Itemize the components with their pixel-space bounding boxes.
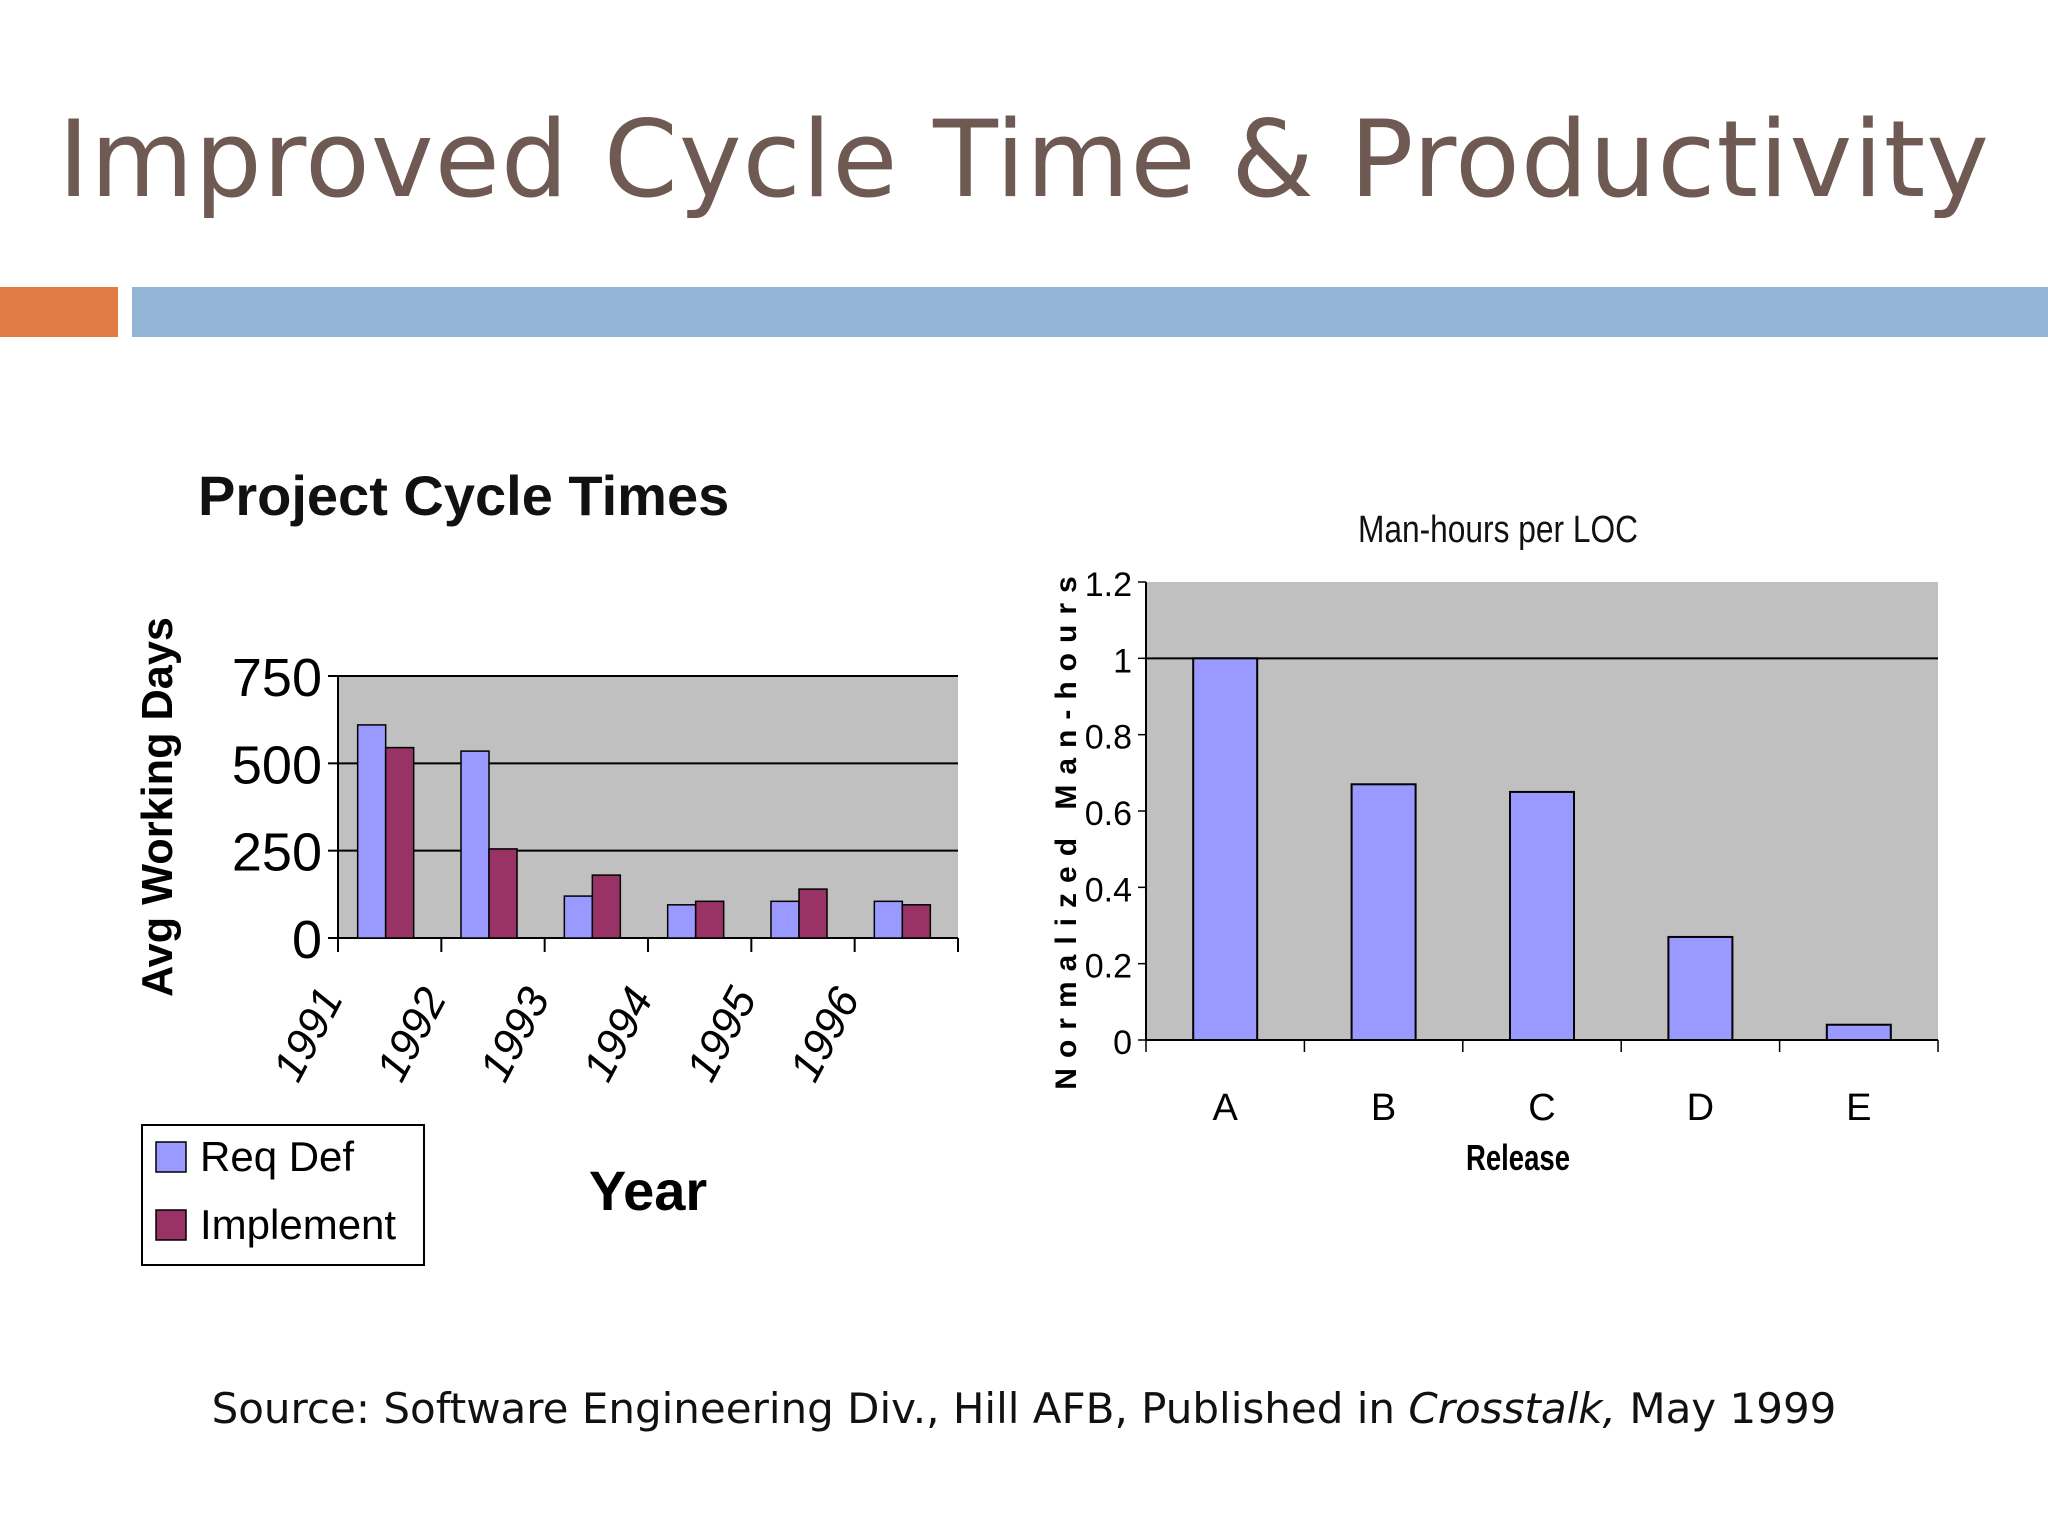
x-tick-label-C: C <box>1528 1087 1555 1129</box>
bar-implement-1992 <box>488 848 518 939</box>
legend-swatch-req-def <box>155 1141 187 1173</box>
y-tick-label-0.6: 0.6 <box>1085 795 1132 833</box>
legend-box <box>141 1124 425 1266</box>
bar-release-D <box>1667 935 1734 1042</box>
y-tick-label-750: 750 <box>232 648 322 708</box>
bar-req-def-1992 <box>460 750 490 939</box>
man-hours-per-loc-chart: Man-hours per LOC 0 0.2 0.4 0.6 0.8 1 1.2 A B C D E N… <box>1050 509 1939 1178</box>
legend-label-implement: Implement <box>200 1201 396 1248</box>
source-publication: Crosstalk, <box>1408 1384 1616 1433</box>
chart-title: Project Cycle Times <box>198 464 729 527</box>
y-tick-label-0.8: 0.8 <box>1085 719 1132 757</box>
x-tick-label-1994: 1994 <box>574 980 663 1089</box>
y-tick-label-1: 1 <box>1113 642 1132 680</box>
slide-title: Improved Cycle Time & Productivity <box>57 98 1991 221</box>
bar-req-def-1996 <box>873 900 904 939</box>
bar-implement-1991 <box>384 746 415 939</box>
x-axis-label: Release <box>1466 1137 1570 1178</box>
y-tick-label-0: 0 <box>1113 1024 1132 1062</box>
y-tick-label-500: 500 <box>232 735 322 795</box>
y-tick-label-0.4: 0.4 <box>1085 871 1132 909</box>
x-tick-label-B: B <box>1371 1087 1396 1129</box>
bar-implement-1993 <box>591 874 622 939</box>
accent-bar-blue <box>132 287 2048 337</box>
bar-release-B <box>1350 783 1417 1041</box>
x-tick-label-A: A <box>1213 1087 1239 1129</box>
bar-req-def-1993 <box>563 895 594 939</box>
bar-release-A <box>1192 657 1259 1041</box>
source-prefix: Source: Software Engineering Div., Hill … <box>211 1384 1409 1433</box>
y-tick-label-0: 0 <box>292 910 322 970</box>
x-tick-label-1992: 1992 <box>367 980 456 1089</box>
legend-swatch-implement <box>155 1209 187 1241</box>
bar-req-def-1994 <box>666 904 697 939</box>
bar-implement-1994 <box>694 900 725 939</box>
y-tick-label-1.2: 1.2 <box>1085 566 1132 604</box>
x-tick-label-E: E <box>1846 1087 1871 1129</box>
chart-title: Man-hours per LOC <box>1358 509 1638 551</box>
bar-req-def-1995 <box>770 900 800 939</box>
y-tick-label-250: 250 <box>232 823 322 883</box>
y-tick-label-0.2: 0.2 <box>1085 948 1132 986</box>
legend: Req Def Implement <box>141 1124 425 1266</box>
x-tick-label-1996: 1996 <box>780 979 869 1089</box>
bar-release-E <box>1825 1023 1892 1042</box>
x-tick-label-1993: 1993 <box>470 979 559 1089</box>
plot-area <box>338 676 958 938</box>
y-axis-label: Normalized Man-hours <box>1050 566 1083 1089</box>
source-citation: Source: Software Engineering Div., Hill … <box>0 1384 2048 1433</box>
legend-label-req-def: Req Def <box>200 1133 354 1180</box>
accent-bar-orange <box>0 287 118 337</box>
x-axis-label: Year <box>589 1159 707 1222</box>
y-axis-label: Avg Working Days <box>133 617 182 997</box>
x-tick-label-1995: 1995 <box>677 979 766 1089</box>
x-tick-label-D: D <box>1687 1087 1714 1129</box>
bar-implement-1995 <box>798 888 828 939</box>
bar-implement-1996 <box>901 904 932 939</box>
source-suffix: May 1999 <box>1615 1384 1837 1433</box>
bar-req-def-1991 <box>356 724 387 939</box>
bar-release-C <box>1509 790 1575 1041</box>
x-tick-label-1991: 1991 <box>264 980 353 1089</box>
